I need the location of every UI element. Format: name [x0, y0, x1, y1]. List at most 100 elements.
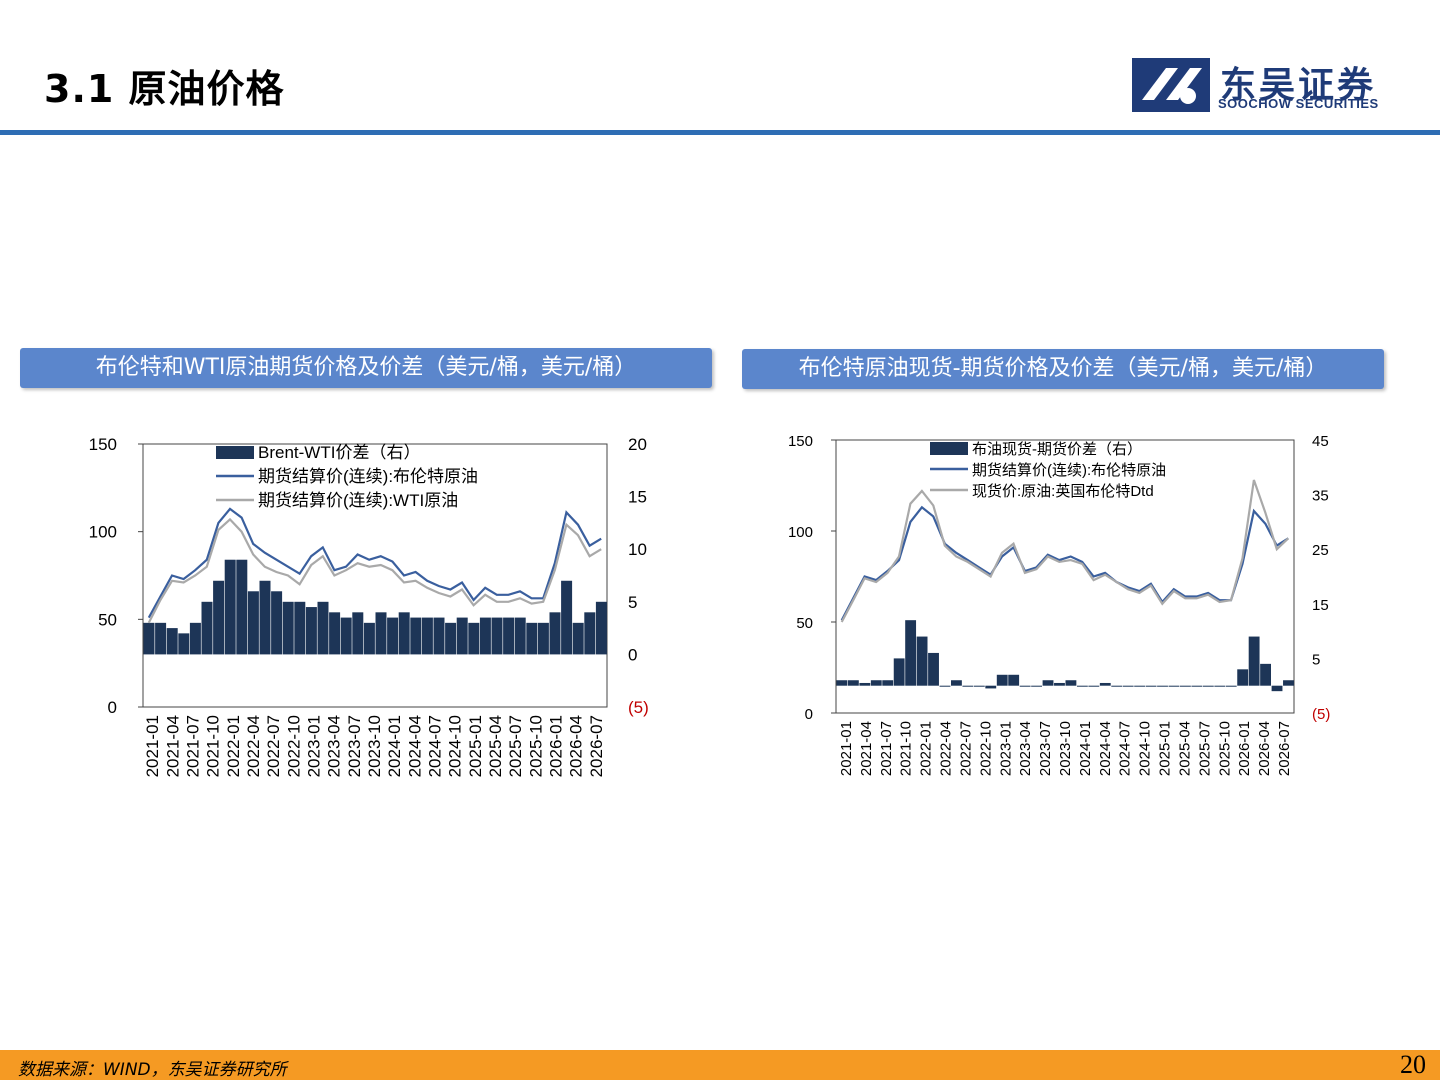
chart1-x-tick-label: 2021-04: [163, 715, 182, 777]
chart1-right-tick-label: 10: [628, 540, 647, 559]
chart1-x-tick-label: 2024-01: [385, 715, 404, 777]
chart2-x-tick-label: 2024-04: [1097, 721, 1114, 776]
chart1-spread-bar: [537, 622, 549, 655]
chart2-spread-bar: [1248, 636, 1260, 686]
chart1-x-tick-label: 2021-10: [204, 715, 223, 777]
chart1-spread-bar: [584, 612, 596, 655]
chart2-spread-bar: [1237, 669, 1249, 686]
chart2-series-line-2: [840, 479, 1290, 623]
chart1-x-tick-label: 2026-01: [547, 715, 566, 777]
chart1-x-tick-label: 2024-04: [405, 715, 424, 777]
chart2-right-tick-label: (5): [1312, 706, 1330, 723]
chart2-spread-bar: [1065, 680, 1077, 686]
chart2-x-tick-label: 2023-07: [1037, 721, 1054, 776]
chart1-legend-label: 期货结算价(连续):布伦特原油: [258, 467, 478, 486]
chart1-plot-frame: [142, 443, 608, 708]
chart1-x-tick-label: 2025-10: [526, 715, 545, 777]
chart2-spread-bar: [1180, 685, 1191, 687]
chart2-x-tick-label: 2024-10: [1137, 721, 1154, 776]
chart2-legend-swatch: [930, 442, 968, 455]
chart1-x-tick-label: 2026-04: [567, 715, 586, 777]
chart2-spread-bar: [847, 680, 859, 686]
chart1-spread-bar: [549, 612, 561, 655]
chart2-spread-bar: [996, 674, 1008, 686]
chart1-title: 布伦特和WTI原油期货价格及价差（美元/桶，美元/桶）: [20, 348, 712, 388]
chart2-right-tick-label: 45: [1312, 433, 1329, 450]
chart1-spread-bar: [421, 617, 433, 655]
chart1-spread-bar: [479, 617, 491, 655]
chart2-spread-bar: [1225, 685, 1237, 687]
chart2-x-tick-label: 2024-07: [1117, 721, 1134, 776]
chart2-spread-bar: [985, 685, 997, 689]
chart2-spread-bar: [1031, 685, 1042, 687]
chart2-spread-bar: [1202, 685, 1214, 687]
header-rule: [0, 130, 1440, 135]
chart1-spread-bar: [595, 601, 607, 655]
chart1-spread-bar: [340, 617, 352, 655]
chart2-spread-bar: [951, 680, 962, 686]
chart2-legend-label: 布油现货-期货价差（右）: [972, 441, 1142, 458]
chart2-spread-bar: [870, 680, 882, 686]
chart1-spread-bar: [143, 622, 155, 655]
chart1-spread-bar: [503, 617, 515, 655]
chart1-x-tick-label: 2025-07: [506, 715, 525, 777]
chart1-spread-bar: [445, 622, 457, 655]
chart1-spread-bar: [271, 591, 283, 655]
chart1-x-tick-label: 2025-01: [466, 715, 485, 777]
chart2-spread-bar: [928, 652, 939, 686]
chart1-spread-bar: [282, 601, 294, 655]
chart1-spread-bar: [363, 622, 375, 655]
chart1-left-tick-label: 0: [108, 698, 117, 717]
chart2-spread-bar: [893, 658, 905, 686]
chart2-spread-bar: [859, 682, 871, 686]
chart2-spread-bar: [973, 685, 985, 687]
chart1-spread-bar: [329, 612, 341, 655]
chart2-left-tick-label: 150: [788, 433, 813, 450]
company-logo: 东吴证券 SOOCHOW SECURITIES: [1132, 56, 1402, 114]
chart2-spread-bar: [1191, 685, 1203, 687]
chart2-spread-bar: [1157, 685, 1168, 687]
chart2-x-tick-label: 2025-04: [1176, 721, 1193, 776]
chart2-x-tick-label: 2022-01: [918, 721, 935, 776]
chart1-x-tick-label: 2023-01: [304, 715, 323, 777]
footer-bar: 数据来源：WIND，东吴证券研究所 20: [0, 1050, 1440, 1080]
chart1-spread-bar: [236, 559, 248, 655]
chart2-x-tick-label: 2023-10: [1057, 721, 1074, 776]
chart1-spread-bar: [410, 617, 422, 655]
chart2-spread-bar: [1019, 685, 1031, 687]
chart1-spread-bar: [352, 612, 364, 655]
chart1-legend-swatch: [216, 446, 254, 459]
chart1-spread-bar: [155, 622, 167, 655]
chart1-x-tick-label: 2025-04: [486, 715, 505, 777]
chart1-spread-bar: [387, 617, 399, 655]
chart2-x-tick-label: 2022-07: [957, 721, 974, 776]
chart2-spread-bar: [1042, 680, 1054, 686]
page-number: 20: [1400, 1050, 1426, 1079]
chart2-left-tick-label: 100: [788, 524, 813, 541]
chart2-right-tick-label: 15: [1312, 597, 1329, 614]
chart2-plot-frame: [835, 439, 1295, 714]
chart1-spread-bar: [178, 633, 190, 655]
chart2-x-tick-label: 2023-01: [997, 721, 1014, 776]
chart1-x-tick-label: 2023-10: [365, 715, 384, 777]
chart1-x-tick-label: 2024-10: [446, 715, 465, 777]
logo-english-text: SOOCHOW SECURITIES: [1218, 96, 1379, 111]
chart1-spread-bar: [166, 628, 178, 655]
chart2-series-line-1: [840, 505, 1289, 621]
chart1-spread-bar: [259, 580, 271, 655]
chart2-spread-bar: [1214, 685, 1226, 687]
chart2-spread-bar: [1260, 663, 1271, 686]
chart2-x-tick-label: 2022-04: [938, 721, 955, 776]
chart1-legend-label: Brent-WTI价差（右）: [258, 443, 420, 462]
chart1-spread-bar: [491, 617, 503, 655]
chart1-left-tick-label: 50: [98, 610, 117, 629]
chart2-spread-bar: [1076, 685, 1088, 687]
chart2-x-tick-label: 2022-10: [977, 721, 994, 776]
chart2-x-tick-label: 2025-10: [1216, 721, 1233, 776]
chart1-spread-bar: [247, 591, 259, 655]
chart2-spread-bar: [916, 636, 928, 686]
chart1-x-tick-label: 2022-01: [224, 715, 243, 777]
chart1-spread-bar: [375, 612, 387, 655]
chart2-spread-bar: [1054, 682, 1065, 686]
